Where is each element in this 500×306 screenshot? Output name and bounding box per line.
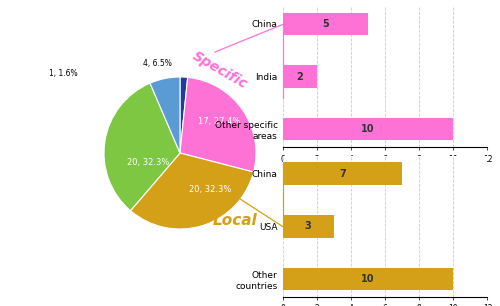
Text: 20, 32.3%: 20, 32.3% (189, 185, 232, 194)
Wedge shape (130, 153, 254, 229)
Text: 7: 7 (339, 169, 345, 179)
Text: 20, 32.3%: 20, 32.3% (127, 158, 170, 167)
Text: 10: 10 (361, 274, 374, 284)
Text: 4, 6.5%: 4, 6.5% (143, 59, 172, 68)
Bar (282, 162, 402, 185)
Wedge shape (150, 77, 180, 153)
Text: 2: 2 (296, 72, 303, 81)
Text: 5: 5 (322, 19, 328, 29)
Text: 17, 27.4%: 17, 27.4% (198, 117, 240, 125)
Bar (282, 268, 454, 290)
Bar (282, 118, 454, 140)
Bar (282, 13, 368, 35)
Bar (282, 65, 316, 88)
Text: Specific: Specific (190, 49, 250, 92)
Text: 1, 1.6%: 1, 1.6% (49, 69, 78, 78)
Wedge shape (104, 83, 180, 211)
Wedge shape (180, 77, 188, 153)
Text: 3: 3 (305, 222, 312, 231)
Text: 10: 10 (361, 124, 374, 134)
Bar (282, 215, 334, 237)
Wedge shape (180, 77, 256, 172)
X-axis label: frequency count: frequency count (354, 165, 416, 174)
Text: Local: Local (212, 213, 258, 228)
